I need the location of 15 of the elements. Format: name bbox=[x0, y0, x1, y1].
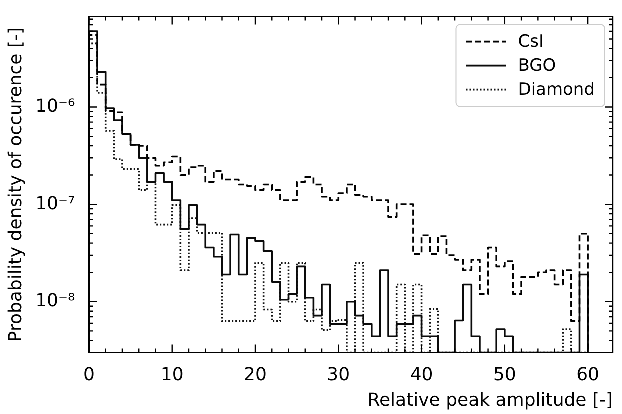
x-tick-label: 0 bbox=[83, 364, 95, 386]
x-tick-label: 30 bbox=[327, 364, 350, 386]
y-tick-label: 10⁻⁷ bbox=[36, 193, 76, 214]
legend-label: BGO bbox=[518, 56, 556, 76]
x-axis-title: Relative peak amplitude [-] bbox=[368, 390, 613, 411]
y-axis-title: Probability density of occurence [-] bbox=[5, 27, 26, 342]
y-tick-label: 10⁻⁸ bbox=[36, 290, 76, 312]
x-tick-label: 60 bbox=[576, 364, 600, 386]
y-tick-label: 10⁻⁶ bbox=[36, 96, 76, 117]
legend-label: Diamond bbox=[518, 80, 596, 100]
x-tick-label: 40 bbox=[410, 364, 434, 386]
x-tick-label: 50 bbox=[493, 364, 516, 386]
x-tick-label: 10 bbox=[160, 364, 184, 386]
legend-label: CsI bbox=[518, 32, 544, 52]
x-tick-label: 20 bbox=[244, 364, 267, 386]
